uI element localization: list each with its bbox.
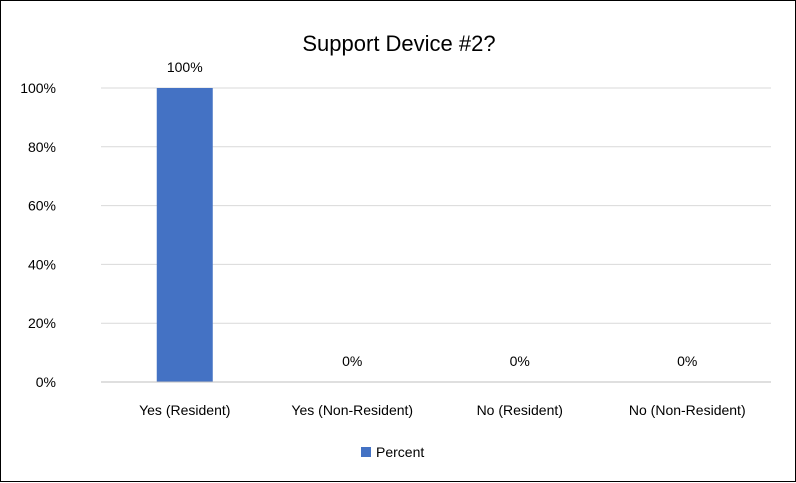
y-tick-label: 80% xyxy=(28,139,56,155)
data-labels: 100% 0% 0% 0% xyxy=(167,59,698,369)
y-tick-label: 20% xyxy=(28,315,56,331)
legend-swatch xyxy=(361,447,371,457)
bars xyxy=(156,88,213,382)
x-axis-categories: Yes (Resident) Yes (Non-Resident) No (Resi… xyxy=(139,402,746,418)
data-label: 100% xyxy=(167,59,203,75)
x-category-label: Yes (Non-Resident) xyxy=(291,402,413,418)
y-tick-label: 40% xyxy=(28,256,56,272)
x-category-label: No (Non-Resident) xyxy=(629,402,746,418)
y-tick-label: 60% xyxy=(28,198,56,214)
bar xyxy=(156,88,213,382)
x-category-label: No (Resident) xyxy=(477,402,563,418)
data-label: 0% xyxy=(677,353,697,369)
chart-title: Support Device #2? xyxy=(302,31,495,56)
legend-label: Percent xyxy=(376,444,424,460)
y-tick-label: 100% xyxy=(20,80,56,96)
legend: Percent xyxy=(361,444,424,460)
data-label: 0% xyxy=(342,353,362,369)
y-axis-ticks: 0% 20% 40% 60% 80% 100% xyxy=(20,80,56,390)
y-tick-label: 0% xyxy=(36,374,56,390)
x-category-label: Yes (Resident) xyxy=(139,402,230,418)
data-label: 0% xyxy=(510,353,530,369)
